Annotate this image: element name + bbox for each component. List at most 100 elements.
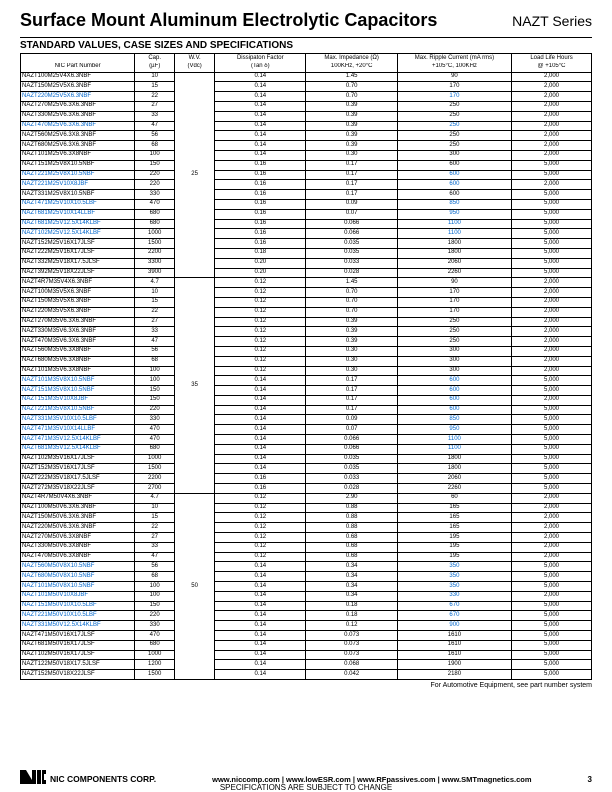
cell: 2700 (135, 484, 175, 494)
table-row: NAZT221M35V8X10.5NBF2200.140.176005,000 (21, 405, 592, 415)
table-row: NAZT151M35V10X8JBF1500.140.176002,000 (21, 395, 592, 405)
cell: 5,000 (512, 582, 592, 592)
cell: 470 (135, 199, 175, 209)
cell: NAZT681M35V12.5X14KLBF (21, 444, 135, 454)
cell: 2,000 (512, 493, 592, 503)
cell: 600 (397, 395, 511, 405)
cell: 0.09 (306, 415, 397, 425)
cell: 2200 (135, 474, 175, 484)
cell: 170 (397, 82, 511, 92)
cell: NAZT331M35V10X10.5LBF (21, 415, 135, 425)
cell: 0.68 (306, 552, 397, 562)
col-header (21, 54, 135, 63)
cell: 2,000 (512, 317, 592, 327)
cell: 68 (135, 572, 175, 582)
cell: 0.14 (215, 92, 306, 102)
cell: 600 (397, 190, 511, 200)
cell: 5,000 (512, 611, 592, 621)
cell: NAZT560M25V6.3X8.3NBF (21, 131, 135, 141)
footnote: For Automotive Equipment, see part numbe… (20, 682, 592, 689)
cell: 0.09 (306, 199, 397, 209)
cell: 5,000 (512, 454, 592, 464)
cell: NAZT4R7M35V4X6.3NBF (21, 278, 135, 288)
cell: 0.042 (306, 670, 397, 680)
cell: 0.14 (215, 386, 306, 396)
cell: 5,000 (512, 405, 592, 415)
section-heading: STANDARD VALUES, CASE SIZES AND SPECIFIC… (20, 37, 592, 51)
cell: 0.17 (306, 190, 397, 200)
cell: 2,000 (512, 82, 592, 92)
col-header: +105°C, 100KHz (397, 63, 511, 72)
table-row: NAZT102M50V16X17JLSF10000.140.07316105,0… (21, 650, 592, 660)
cell: 33 (135, 111, 175, 121)
table-row: NAZT681M35V12.5X14KLBF6800.140.06611005,… (21, 444, 592, 454)
table-row: NAZT471M35V10X14LLBF4700.140.079505,000 (21, 425, 592, 435)
table-row: NAZT220M50V6.3X6.3NBF220.120.881652,000 (21, 523, 592, 533)
cell: 2,000 (512, 591, 592, 601)
cell: 0.20 (215, 258, 306, 268)
cell: NAZT221M25V10X8JBF (21, 180, 135, 190)
nic-logo-icon (20, 768, 46, 784)
cell: 5,000 (512, 464, 592, 474)
cell: 600 (397, 170, 511, 180)
cell: 2,000 (512, 297, 592, 307)
cell: 0.70 (306, 288, 397, 298)
cell: 2.90 (306, 493, 397, 503)
cell: 27 (135, 317, 175, 327)
cell: 5,000 (512, 425, 592, 435)
cell: 1610 (397, 650, 511, 660)
cell: 5,000 (512, 670, 592, 680)
cell: 150 (135, 601, 175, 611)
cell: 68 (135, 141, 175, 151)
cell: 165 (397, 503, 511, 513)
cell: 0.88 (306, 503, 397, 513)
cell: 850 (397, 415, 511, 425)
table-row: NAZT220M25V5X6.3NBF220.140.701702,000 (21, 92, 592, 102)
cell: 0.14 (215, 72, 306, 82)
cell: 0.16 (215, 180, 306, 190)
cell: 5,000 (512, 631, 592, 641)
cell: 0.12 (215, 533, 306, 543)
cell: 0.17 (306, 386, 397, 396)
cell: NAZT331M25V8X10.5NBF (21, 190, 135, 200)
cell: NAZT471M35V12.5X14KLBF (21, 435, 135, 445)
cell: 0.14 (215, 464, 306, 474)
cell: 5,000 (512, 562, 592, 572)
cell: 5,000 (512, 621, 592, 631)
cell: 0.028 (306, 268, 397, 278)
cell: NAZT470M50V6.3X8NBF (21, 552, 135, 562)
wv-cell: 35 (175, 278, 215, 494)
cell: 0.17 (306, 405, 397, 415)
table-row: NAZT331M50V12.5X14KLBF3300.140.129005,00… (21, 621, 592, 631)
cell: 1.45 (306, 278, 397, 288)
cell: NAZT272M35V18X22JLSF (21, 484, 135, 494)
table-row: NAZT681M25V12.5X14KLBF6800.160.06611005,… (21, 219, 592, 229)
cell: NAZT151M25V8X10.5NBF (21, 160, 135, 170)
cell: 0.033 (306, 474, 397, 484)
cell: 220 (135, 611, 175, 621)
cell: 2,000 (512, 121, 592, 131)
cell: 0.16 (215, 239, 306, 249)
cell: 0.30 (306, 346, 397, 356)
cell: 0.14 (215, 611, 306, 621)
cell: 47 (135, 121, 175, 131)
cell: 470 (135, 435, 175, 445)
cell: 2,000 (512, 180, 592, 190)
cell: NAZT100M35V5X6.3NBF (21, 288, 135, 298)
cell: 950 (397, 209, 511, 219)
cell: 2,000 (512, 395, 592, 405)
cell: 0.068 (306, 660, 397, 670)
cell: 170 (397, 288, 511, 298)
table-row: NAZT221M50V10X10.5LBF2200.140.186705,000 (21, 611, 592, 621)
cell: 4.7 (135, 278, 175, 288)
cell: 0.12 (215, 297, 306, 307)
cell: 5,000 (512, 415, 592, 425)
cell: 1610 (397, 640, 511, 650)
cell: 600 (397, 160, 511, 170)
cell: 2,000 (512, 307, 592, 317)
cell: 0.12 (215, 523, 306, 533)
cell: NAZT150M25V5X6.3NBF (21, 82, 135, 92)
cell: 0.14 (215, 101, 306, 111)
cell: 100 (135, 591, 175, 601)
cell: 0.073 (306, 631, 397, 641)
